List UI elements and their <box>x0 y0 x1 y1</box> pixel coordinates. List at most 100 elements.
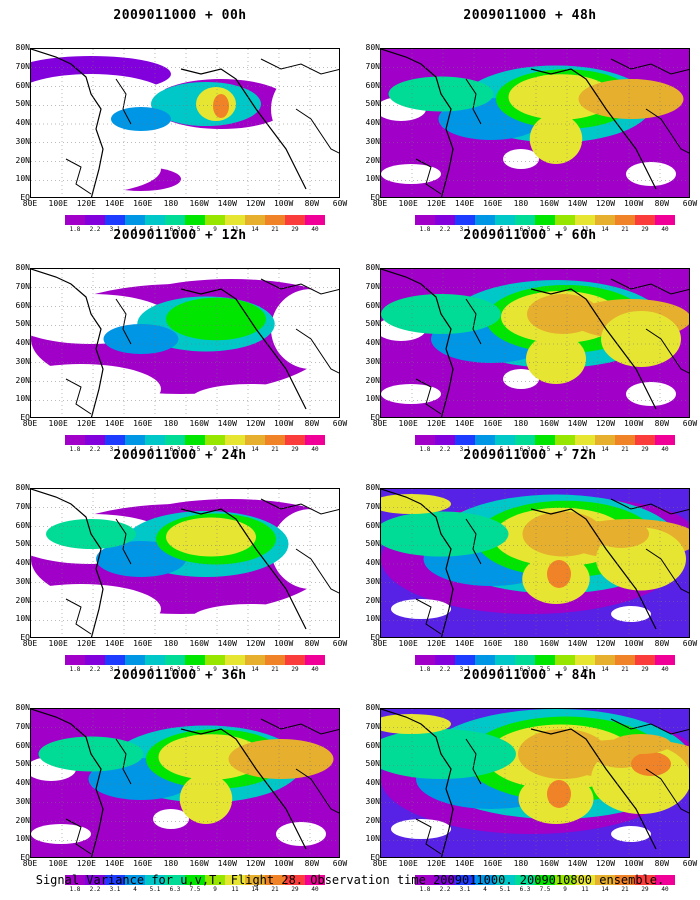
lon-tick-label: 120W <box>595 199 616 208</box>
lat-tick-label: 40N <box>365 558 380 567</box>
lon-tick-label: 160E <box>133 639 153 648</box>
lat-tick-label: 20N <box>15 815 30 825</box>
colorbar-tick-label: 40 <box>311 446 319 453</box>
colorbar-tick-label: 1.8 <box>419 226 431 233</box>
colorbar-tick-label: 3.1 <box>459 886 471 893</box>
lat-tick-label: 20N <box>15 155 30 165</box>
lon-tick-label: 140W <box>567 199 587 208</box>
colorbar-tick-label: 5.1 <box>149 666 161 673</box>
colorbar-swatch <box>475 215 495 225</box>
colorbar-tick-label: 9 <box>213 886 217 893</box>
colorbar-tick-label: 21 <box>271 666 279 673</box>
colorbar <box>415 435 675 445</box>
lon-tick-label: 100E <box>398 859 418 868</box>
colorbar-tick-label: 4 <box>483 666 487 673</box>
lat-tick-label: 30N <box>15 356 30 366</box>
lon-tick-label: 120E <box>76 639 96 648</box>
colorbar-tick-label: 2.2 <box>89 666 101 673</box>
colorbar-tick-label: 9 <box>213 226 217 233</box>
colorbar-tick-label: 11 <box>581 446 589 453</box>
lon-tick-label: 160E <box>483 639 503 648</box>
colorbar-swatch <box>225 655 245 665</box>
colorbar-swatch <box>225 215 245 225</box>
colorbar-swatch <box>165 215 185 225</box>
colorbar-swatch <box>635 875 655 885</box>
map-panel: 2009011000 + 36h 80N 70N 60N 50N 40N 30N 20N 10N… <box>10 668 350 893</box>
lat-tick-label: EQ <box>20 413 30 422</box>
lon-tick-label: 160W <box>539 639 559 648</box>
latitude-axis: 80N 70N 60N 50N 40N 30N 20N 10N EQ <box>360 44 380 202</box>
colorbar-swatch <box>185 215 205 225</box>
colorbar-tick-label: 6.3 <box>519 226 531 233</box>
colorbar-swatch <box>415 655 435 665</box>
lon-tick-label: 120W <box>245 859 266 868</box>
lon-tick-label: 140E <box>454 639 475 648</box>
colorbar-tick-label: 40 <box>661 886 669 893</box>
lat-tick-label: 70N <box>15 281 30 291</box>
variance-map <box>30 48 340 198</box>
lat-tick-label: 50N <box>365 99 380 109</box>
colorbar-tick-label: 11 <box>231 226 239 233</box>
colorbar-swatch <box>455 875 475 885</box>
lon-tick-label: 140W <box>567 639 587 648</box>
lon-tick-label: 120E <box>426 419 446 428</box>
colorbar-tick-label: 4 <box>133 886 137 893</box>
lat-tick-label: 60N <box>365 80 380 90</box>
colorbar-swatch <box>105 435 125 445</box>
colorbar-tick-label: 11 <box>231 886 239 893</box>
colorbar-swatch <box>85 435 105 445</box>
latitude-axis: 80N 70N 60N 50N 40N 30N 20N 10N EQ <box>360 264 380 422</box>
colorbar-swatch <box>105 875 125 885</box>
panel-title: 2009011000 + 00h <box>113 8 247 23</box>
colorbar-swatch <box>205 215 225 225</box>
lon-tick-label: 140W <box>567 859 587 868</box>
colorbar-swatch <box>65 875 85 885</box>
colorbar-tick-label: 2.2 <box>89 226 101 233</box>
colorbar-tick-label: 7.5 <box>189 446 201 453</box>
colorbar-tick-label: 40 <box>661 446 669 453</box>
lon-tick-label: 120E <box>426 639 446 648</box>
lon-tick-label: 160W <box>539 859 559 868</box>
colorbar-tick-label: 6.3 <box>169 666 181 673</box>
lon-tick-label: 100E <box>398 419 418 428</box>
latitude-axis: 80N 70N 60N 50N 40N 30N 20N 10N EQ <box>10 44 30 202</box>
colorbar-tick-label: 14 <box>251 226 259 233</box>
lon-tick-label: 140E <box>104 859 125 868</box>
colorbar-tick-label: 4 <box>483 446 487 453</box>
lat-tick-label: 10N <box>365 834 380 844</box>
colorbar-swatch <box>105 655 125 665</box>
lon-tick-label: 160W <box>539 199 559 208</box>
lat-tick-label: EQ <box>370 193 380 202</box>
lon-tick-label: 140E <box>104 419 125 428</box>
lon-tick-label: 140E <box>104 639 125 648</box>
lon-tick-label: 160W <box>189 859 209 868</box>
colorbar-tick-label: 3.1 <box>109 666 121 673</box>
lat-tick-label: EQ <box>370 853 380 862</box>
lat-tick-label: 50N <box>15 759 30 769</box>
colorbar-tick-label: 6.3 <box>519 886 531 893</box>
colorbar-tick-label: 7.5 <box>189 886 201 893</box>
colorbar-swatch <box>305 875 325 885</box>
colorbar-swatch <box>435 215 455 225</box>
lat-tick-label: 20N <box>15 375 30 385</box>
colorbar-labels: 1.8 2.2 3.1 4 5.1 6.3 7.5 9 11 14 21 29 40 <box>65 666 325 674</box>
lat-tick-label: 70N <box>365 281 380 291</box>
lon-tick-label: 140E <box>454 859 475 868</box>
colorbar-swatch <box>415 215 435 225</box>
colorbar-swatch <box>265 875 285 885</box>
colorbar-tick-label: 7.5 <box>539 886 551 893</box>
lat-tick-label: 10N <box>15 614 30 624</box>
lat-tick-label: EQ <box>20 193 30 202</box>
lon-tick-label: 180 <box>163 859 179 868</box>
colorbar-swatch <box>305 655 325 665</box>
map-panel: 2009011000 + 12h 80N 70N 60N 50N 40N 30N 20N 10N… <box>10 228 350 453</box>
colorbar-swatch <box>265 215 285 225</box>
colorbar-tick-label: 3.1 <box>459 446 471 453</box>
lon-tick-label: 180 <box>163 419 179 428</box>
colorbar-swatch <box>125 655 145 665</box>
colorbar-tick-label: 40 <box>661 226 669 233</box>
lat-tick-label: 20N <box>365 595 380 605</box>
lat-tick-label: 50N <box>365 319 380 329</box>
map-panel: 2009011000 + 72h 80N 70N 60N 50N 40N 30N 20N 10N… <box>360 448 700 673</box>
colorbar-tick-label: 21 <box>621 886 629 893</box>
